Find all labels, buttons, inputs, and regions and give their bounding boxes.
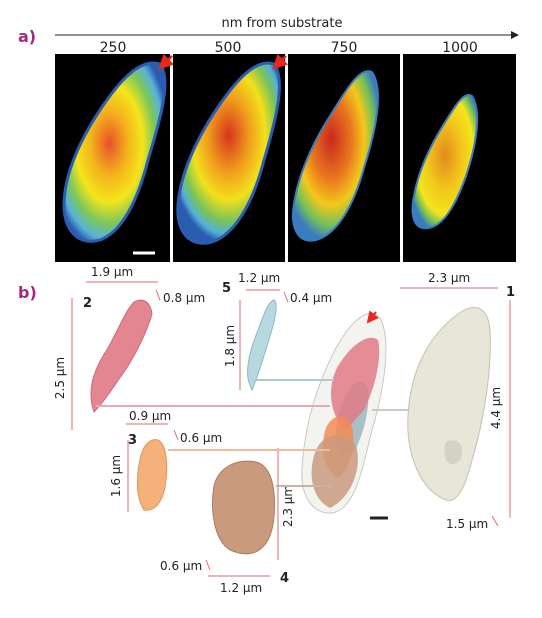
slice-image-250 — [55, 53, 175, 262]
red-arrow-icon — [272, 53, 289, 70]
width-label: 1.2 µm — [238, 271, 280, 285]
panel-a-label: a) — [18, 27, 36, 46]
connector-lines — [96, 379, 408, 487]
object-label: 1 — [506, 285, 515, 300]
height-label: 4.4 µm — [489, 387, 503, 429]
width-label: 0.9 µm — [129, 409, 171, 423]
object-2: 2 1.9 µm 0.8 µm 2.5 µm — [53, 265, 205, 430]
width-label: 1.2 µm — [220, 581, 262, 595]
depth-label: 0.8 µm — [163, 291, 205, 305]
object-label: 4 — [280, 571, 289, 586]
slice-image-500 — [173, 53, 289, 262]
object-4: 4 1.2 µm 0.6 µm 2.3 µm — [160, 448, 295, 595]
object-label: 3 — [128, 433, 137, 448]
width-label: 2.3 µm — [428, 271, 470, 285]
height-label: 2.5 µm — [53, 357, 67, 399]
object-label: 5 — [222, 281, 231, 296]
height-label: 2.3 µm — [281, 485, 295, 527]
object-3: 3 0.9 µm 0.6 µm 1.6 µm — [109, 409, 222, 512]
panel-b-label: b) — [18, 283, 37, 302]
object-5: 5 1.2 µm 0.4 µm 1.8 µm — [222, 271, 332, 392]
red-arrow-icon — [366, 310, 379, 324]
slice-label-1: 250 — [100, 40, 127, 56]
slice-label-4: 1000 — [442, 40, 478, 56]
depth-label: 1.5 µm — [446, 517, 488, 531]
axis-title: nm from substrate — [222, 16, 343, 31]
depth-label: 0.4 µm — [290, 291, 332, 305]
height-label: 1.8 µm — [223, 325, 237, 367]
object-1: 1 2.3 µm 1.5 µm 4.4 µm — [400, 271, 515, 531]
depth-marker — [491, 515, 499, 527]
width-label: 1.9 µm — [91, 265, 133, 279]
depth-label: 0.6 µm — [160, 559, 202, 573]
composite-cell — [301, 310, 388, 520]
slice-label-3: 750 — [331, 40, 358, 56]
depth-marker — [283, 291, 289, 303]
height-label: 1.6 µm — [109, 455, 123, 497]
depth-label: 0.6 µm — [180, 431, 222, 445]
slice-image-750 — [288, 54, 400, 262]
depth-marker — [173, 429, 179, 441]
slice-image-1000 — [403, 54, 516, 262]
slice-label-2: 500 — [215, 40, 242, 56]
red-arrow-icon — [158, 53, 175, 70]
depth-marker — [155, 289, 161, 301]
object-label: 2 — [83, 296, 92, 311]
depth-marker — [205, 559, 211, 571]
